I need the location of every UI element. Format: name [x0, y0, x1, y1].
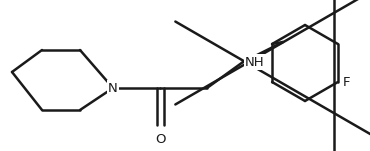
Text: O: O	[155, 133, 165, 146]
Text: NH: NH	[245, 56, 265, 69]
Text: N: N	[108, 82, 118, 95]
Text: F: F	[343, 76, 350, 88]
